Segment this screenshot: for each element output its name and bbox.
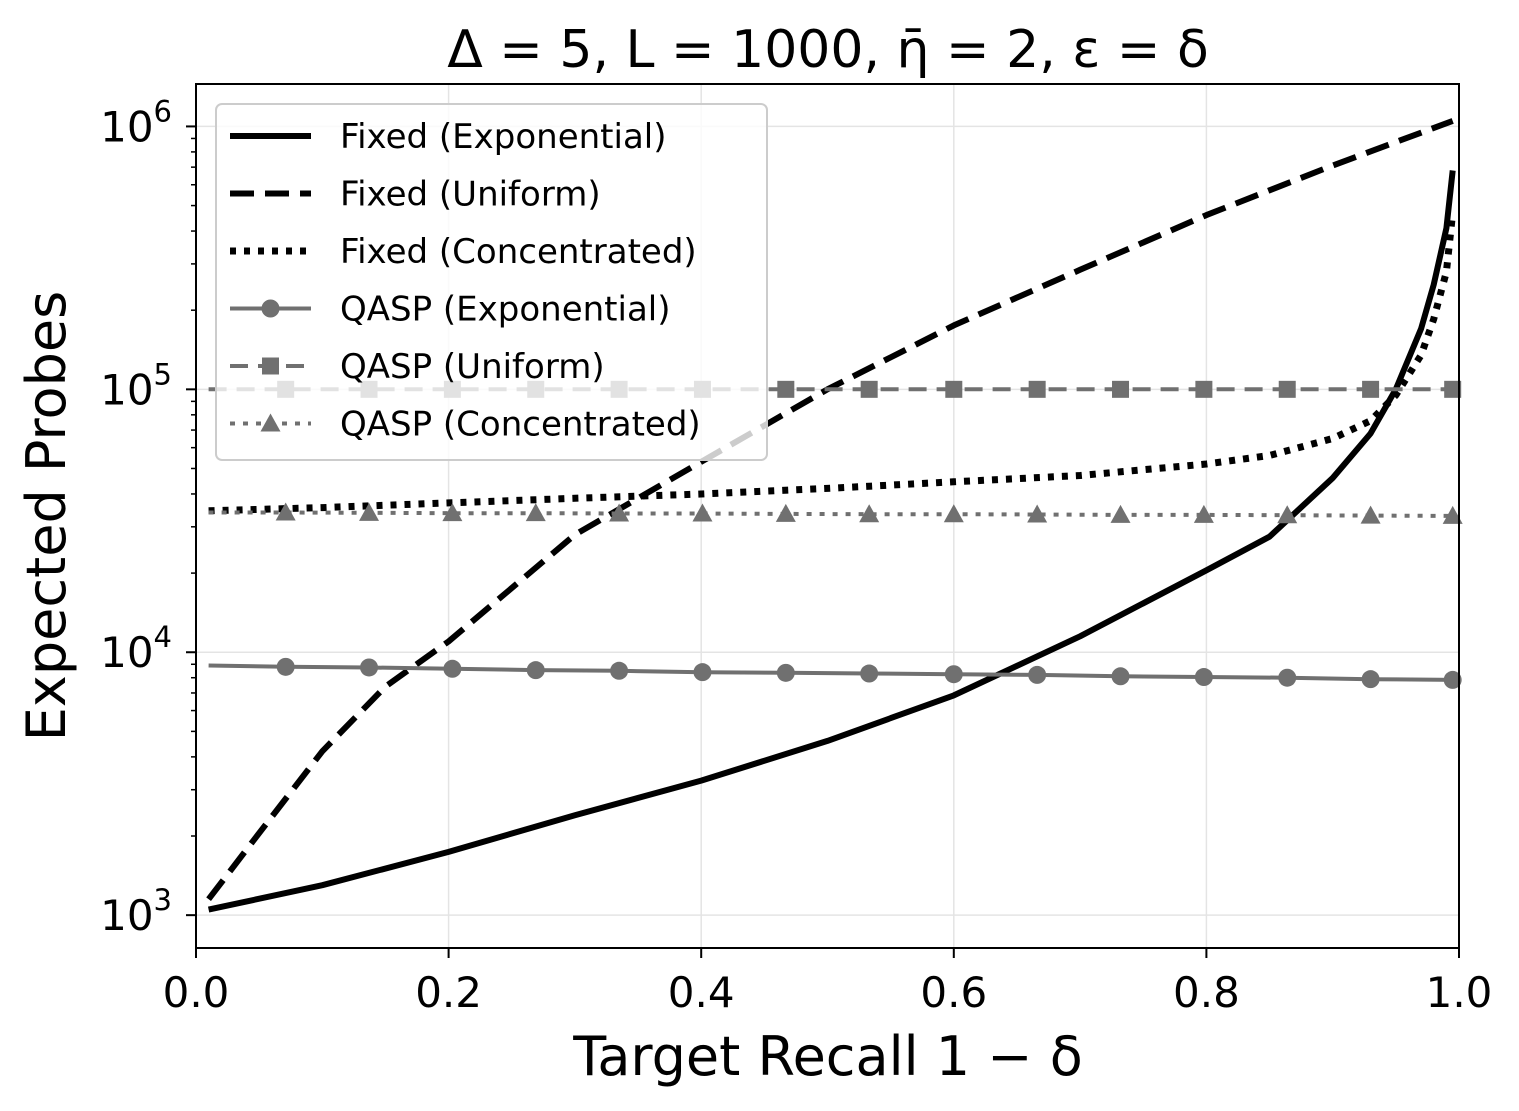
data-point-qasp-concentrated bbox=[525, 503, 546, 522]
data-point-qasp-concentrated bbox=[943, 504, 964, 523]
series-line-fixed-uniform bbox=[206, 118, 1454, 902]
data-point-qasp-uniform bbox=[1444, 380, 1462, 398]
legend-label: Fixed (Exponential) bbox=[340, 117, 667, 157]
data-point-qasp-exponential bbox=[1111, 667, 1130, 686]
y-tick-exponent: 5 bbox=[154, 357, 172, 391]
y-tick-label: 106 bbox=[100, 94, 172, 151]
legend-marker-qasp-concentrated bbox=[260, 413, 281, 432]
y-axis-label: Expected Probes bbox=[15, 291, 78, 741]
data-point-qasp-concentrated bbox=[859, 504, 880, 523]
data-point-qasp-exponential bbox=[944, 665, 963, 684]
series-lines bbox=[206, 118, 1457, 913]
series-line-fixed-concentrated bbox=[208, 212, 1457, 515]
data-point-qasp-concentrated bbox=[609, 503, 630, 522]
data-point-qasp-exponential bbox=[443, 659, 462, 678]
data-point-qasp-uniform bbox=[1112, 380, 1130, 398]
x-axis-label: Target Recall 1 − δ bbox=[572, 1025, 1082, 1088]
data-point-qasp-exponential bbox=[693, 663, 712, 682]
y-tick-exponent: 6 bbox=[154, 94, 172, 128]
data-point-qasp-exponential bbox=[526, 661, 545, 680]
legend: Fixed (Exponential) Fixed (Uniform) Fixed … bbox=[215, 103, 768, 461]
data-point-qasp-exponential bbox=[1361, 670, 1380, 689]
y-tick-label: 103 bbox=[100, 883, 172, 940]
data-point-qasp-uniform bbox=[1195, 380, 1213, 398]
legend-marker-qasp-uniform bbox=[262, 357, 279, 375]
legend-marker-qasp-exponential bbox=[261, 299, 280, 318]
y-tick-base: 10 bbox=[100, 891, 153, 940]
data-point-qasp-concentrated bbox=[275, 502, 296, 521]
y-tick-exponent: 3 bbox=[154, 883, 172, 917]
y-tick-base: 10 bbox=[100, 628, 153, 677]
data-point-qasp-exponential bbox=[1443, 670, 1462, 689]
data-point-qasp-concentrated bbox=[1110, 504, 1131, 523]
data-point-qasp-uniform bbox=[777, 380, 795, 398]
plot-frame bbox=[195, 83, 1460, 949]
x-tick-label: 0.2 bbox=[415, 968, 482, 1017]
x-tick-label: 0.6 bbox=[920, 968, 987, 1017]
data-point-qasp-uniform bbox=[945, 380, 963, 398]
x-tick-label: 0.4 bbox=[668, 968, 735, 1017]
data-point-qasp-concentrated bbox=[775, 503, 796, 522]
data-point-qasp-concentrated bbox=[359, 502, 380, 521]
data-point-qasp-uniform bbox=[860, 380, 878, 398]
series-line-fixed-exponential bbox=[207, 170, 1456, 913]
legend-label: Fixed (Uniform) bbox=[340, 175, 601, 215]
x-tick-label: 1.0 bbox=[1426, 968, 1493, 1017]
data-point-qasp-uniform bbox=[1278, 380, 1296, 398]
data-point-qasp-exponential bbox=[1194, 668, 1213, 687]
x-tick-label: 0.8 bbox=[1173, 968, 1240, 1017]
data-point-qasp-concentrated bbox=[1442, 505, 1463, 524]
data-point-qasp-exponential bbox=[860, 664, 879, 683]
data-point-qasp-exponential bbox=[610, 661, 629, 680]
data-point-qasp-concentrated bbox=[1360, 505, 1381, 524]
legend-label: QASP (Concentrated) bbox=[340, 405, 701, 445]
y-tick-label: 104 bbox=[100, 620, 172, 677]
data-point-qasp-concentrated bbox=[692, 503, 713, 522]
legend-box bbox=[215, 103, 768, 461]
data-point-qasp-exponential bbox=[776, 663, 795, 682]
data-point-qasp-concentrated bbox=[1027, 504, 1048, 523]
data-point-qasp-exponential bbox=[360, 658, 379, 677]
y-tick-label: 105 bbox=[100, 357, 172, 414]
series-line-qasp-exponential bbox=[208, 663, 1453, 682]
legend-label: QASP (Uniform) bbox=[340, 347, 605, 387]
data-point-qasp-exponential bbox=[276, 657, 295, 676]
data-point-qasp-concentrated bbox=[442, 503, 463, 522]
x-tick-label: 0.0 bbox=[163, 968, 230, 1017]
x-axis-ticks: 0.0 0.2 0.4 0.6 0.8 1.0 bbox=[163, 948, 1493, 1017]
y-tick-base: 10 bbox=[100, 102, 153, 151]
legend-label: QASP (Exponential) bbox=[340, 290, 671, 330]
data-point-qasp-concentrated bbox=[1193, 504, 1214, 523]
y-tick-base: 10 bbox=[100, 365, 153, 414]
y-tick-exponent: 4 bbox=[154, 620, 172, 654]
data-point-qasp-exponential bbox=[1278, 668, 1297, 687]
legend-label: Fixed (Concentrated) bbox=[340, 232, 697, 272]
data-point-qasp-concentrated bbox=[1277, 505, 1298, 524]
data-point-qasp-uniform bbox=[1362, 380, 1380, 398]
data-point-qasp-exponential bbox=[1028, 665, 1047, 684]
data-point-qasp-uniform bbox=[1028, 380, 1046, 398]
chart-title: Δ = 5, L = 1000, η̄ = 2, ε = δ bbox=[447, 20, 1209, 80]
